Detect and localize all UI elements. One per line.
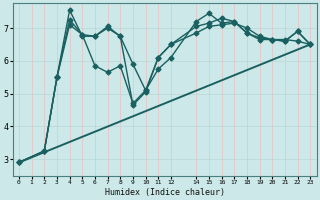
- X-axis label: Humidex (Indice chaleur): Humidex (Indice chaleur): [105, 188, 225, 197]
